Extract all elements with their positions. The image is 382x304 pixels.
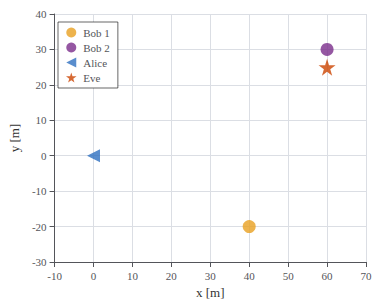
svg-text:40: 40 <box>244 270 256 282</box>
svg-text:-10: -10 <box>47 270 62 282</box>
svg-text:30: 30 <box>36 43 48 55</box>
svg-text:10: 10 <box>36 114 48 126</box>
svg-text:-10: -10 <box>32 185 47 197</box>
svg-text:y [m]: y [m] <box>7 124 22 153</box>
svg-text:0: 0 <box>41 150 47 162</box>
svg-text:x [m]: x [m] <box>196 285 225 300</box>
svg-text:-30: -30 <box>32 256 47 268</box>
svg-text:20: 20 <box>36 79 48 91</box>
svg-text:30: 30 <box>205 270 217 282</box>
svg-text:60: 60 <box>322 270 334 282</box>
svg-text:Bob 1: Bob 1 <box>83 27 110 39</box>
svg-text:Eve: Eve <box>83 72 100 84</box>
svg-text:10: 10 <box>127 270 139 282</box>
svg-text:50: 50 <box>283 270 295 282</box>
svg-text:20: 20 <box>166 270 178 282</box>
svg-text:Alice: Alice <box>83 57 107 69</box>
svg-text:70: 70 <box>361 270 373 282</box>
svg-text:0: 0 <box>91 270 97 282</box>
svg-text:40: 40 <box>36 8 48 20</box>
svg-text:Bob 2: Bob 2 <box>83 42 110 54</box>
svg-text:-20: -20 <box>32 221 47 233</box>
